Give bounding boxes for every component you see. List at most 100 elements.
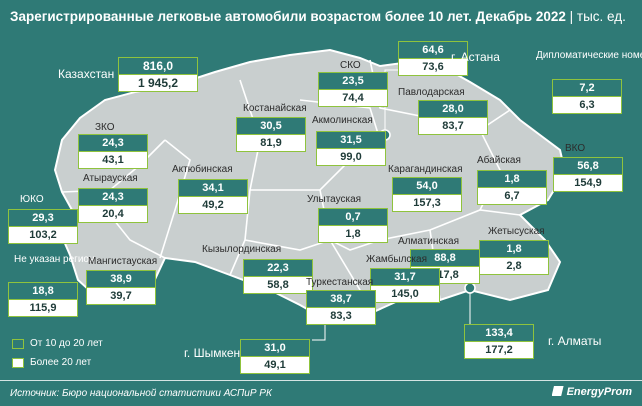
value-box-aktobe: 34,1 49,2 [178, 179, 248, 214]
value-10-20: 30,5 [237, 118, 305, 134]
value-box-karaganda: 54,0 157,3 [392, 177, 462, 212]
value-20plus: 6,7 [478, 187, 546, 204]
legend-swatch-dark [12, 338, 24, 349]
region-label-karaganda: Карагандинская [388, 164, 463, 175]
value-20plus: 39,7 [87, 287, 155, 304]
value-box-yuko: 29,3 103,2 [8, 209, 78, 244]
value-20plus: 1 945,2 [119, 74, 197, 91]
title-text: Зарегистрированные легковые автомобили в… [10, 9, 566, 24]
border-line [379, 209, 521, 241]
value-20plus: 1,8 [319, 225, 387, 242]
legend-label: От 10 до 20 лет [30, 338, 103, 349]
value-20plus: 6,3 [553, 96, 621, 113]
region-label-diplomatic: Дипломатические номера [536, 50, 642, 61]
value-box-kostanay: 30,5 81,9 [236, 117, 306, 152]
value-10-20: 816,0 [119, 58, 197, 74]
value-20plus: 83,3 [307, 307, 375, 324]
value-box-zko: 24,3 43,1 [78, 134, 148, 169]
value-20plus: 99,0 [317, 148, 385, 165]
legend-item-20plus: Более 20 лет [12, 357, 91, 368]
region-label-yuko: ЮКО [20, 194, 44, 205]
value-20plus: 103,2 [9, 226, 77, 243]
region-label-zhetisu: Жетысуская [488, 226, 545, 237]
region-label-turkestan: Туркестанская [306, 277, 374, 288]
region-label-aktobe: Актюбинская [172, 164, 233, 175]
value-box-kyzylorda: 22,3 58,8 [243, 259, 313, 294]
value-10-20: 24,3 [79, 135, 147, 151]
region-label-pavlodar: Павлодарская [398, 87, 465, 98]
title-unit: | тыс. ед. [569, 9, 626, 24]
region-label-mangystau: Мангистауская [88, 256, 158, 267]
value-box-shymkent: 31,0 49,1 [240, 339, 310, 374]
region-label-akmola: Акмолинская [312, 115, 373, 126]
region-label-almaty-reg: Алматинская [398, 236, 459, 247]
region-label-sko: СКО [340, 60, 361, 71]
value-10-20: 31,0 [241, 340, 309, 356]
value-box-atyrau: 24,3 20,4 [78, 188, 148, 223]
value-10-20: 31,7 [371, 269, 439, 285]
value-box-turkestan: 38,7 83,3 [306, 290, 376, 325]
value-10-20: 34,1 [179, 180, 247, 196]
border-line [244, 239, 331, 251]
value-10-20: 133,4 [465, 325, 533, 341]
value-20plus: 58,8 [244, 276, 312, 293]
region-label-atyrau: Атырауская [83, 173, 138, 184]
value-10-20: 18,8 [9, 283, 77, 299]
brand-logo: EnergyProm [551, 386, 632, 398]
value-10-20: 29,3 [9, 210, 77, 226]
value-20plus: 20,4 [79, 205, 147, 222]
value-20plus: 73,6 [399, 58, 467, 75]
region-label-ulytau: Улытауская [307, 194, 362, 205]
source-note: Источник: Бюро национальной статистики А… [10, 388, 272, 399]
value-20plus: 157,3 [393, 194, 461, 211]
value-box-abay: 1,8 6,7 [477, 170, 547, 205]
value-box-sko: 23,5 74,4 [318, 72, 388, 107]
value-10-20: 54,0 [393, 178, 461, 194]
region-label-abay: Абайская [477, 155, 521, 166]
value-20plus: 115,9 [9, 299, 77, 316]
value-20plus: 83,7 [419, 117, 487, 134]
value-10-20: 22,3 [244, 260, 312, 276]
region-label-zhambyl: Жамбылская [366, 254, 427, 265]
value-box-mangystau: 38,9 39,7 [86, 270, 156, 305]
value-20plus: 154,9 [554, 174, 622, 191]
value-box-unknown: 18,8 115,9 [8, 282, 78, 317]
value-20plus: 49,1 [241, 356, 309, 373]
legend-item-10-20: От 10 до 20 лет [12, 338, 103, 349]
region-label-unknown: Не указан регион [14, 254, 95, 265]
region-label-shymkent: г. Шымкент [184, 346, 246, 360]
region-label-astana: г. Астана [451, 50, 500, 64]
value-box-astana: 64,6 73,6 [398, 41, 468, 76]
value-10-20: 56,8 [554, 158, 622, 174]
value-10-20: 7,2 [553, 80, 621, 96]
value-10-20: 1,8 [478, 171, 546, 187]
value-box-kazakhstan: 816,0 1 945,2 [118, 57, 198, 92]
legend-label: Более 20 лет [30, 357, 92, 368]
value-10-20: 23,5 [319, 73, 387, 89]
value-20plus: 145,0 [371, 285, 439, 302]
value-10-20: 64,6 [399, 42, 467, 58]
value-box-zhambyl: 31,7 145,0 [370, 268, 440, 303]
value-box-ulytau: 0,7 1,8 [318, 208, 388, 243]
value-10-20: 88,8 [411, 250, 479, 266]
value-20plus: 43,1 [79, 151, 147, 168]
region-label-kostanay: Костанайская [243, 103, 307, 114]
region-label-kyzylorda: Кызылординская [202, 244, 282, 255]
value-20plus: 81,9 [237, 134, 305, 151]
region-label-almaty: г. Алматы [548, 334, 602, 348]
almaty-marker [464, 282, 476, 294]
value-box-pavlodar: 28,0 83,7 [418, 100, 488, 135]
page-title: Зарегистрированные легковые автомобили в… [10, 9, 626, 24]
value-box-zhetisu: 1,8 2,8 [479, 240, 549, 275]
value-10-20: 0,7 [319, 209, 387, 225]
region-label-kazakhstan: Казахстан [58, 67, 115, 81]
value-box-diplomatic: 7,2 6,3 [552, 79, 622, 114]
region-label-zko: ЗКО [95, 122, 115, 133]
value-20plus: 49,2 [179, 196, 247, 213]
value-box-vko: 56,8 154,9 [553, 157, 623, 192]
region-label-vko: ВКО [565, 143, 586, 154]
value-box-almaty: 133,4 177,2 [464, 324, 534, 359]
value-10-20: 31,5 [317, 132, 385, 148]
value-10-20: 38,9 [87, 271, 155, 287]
